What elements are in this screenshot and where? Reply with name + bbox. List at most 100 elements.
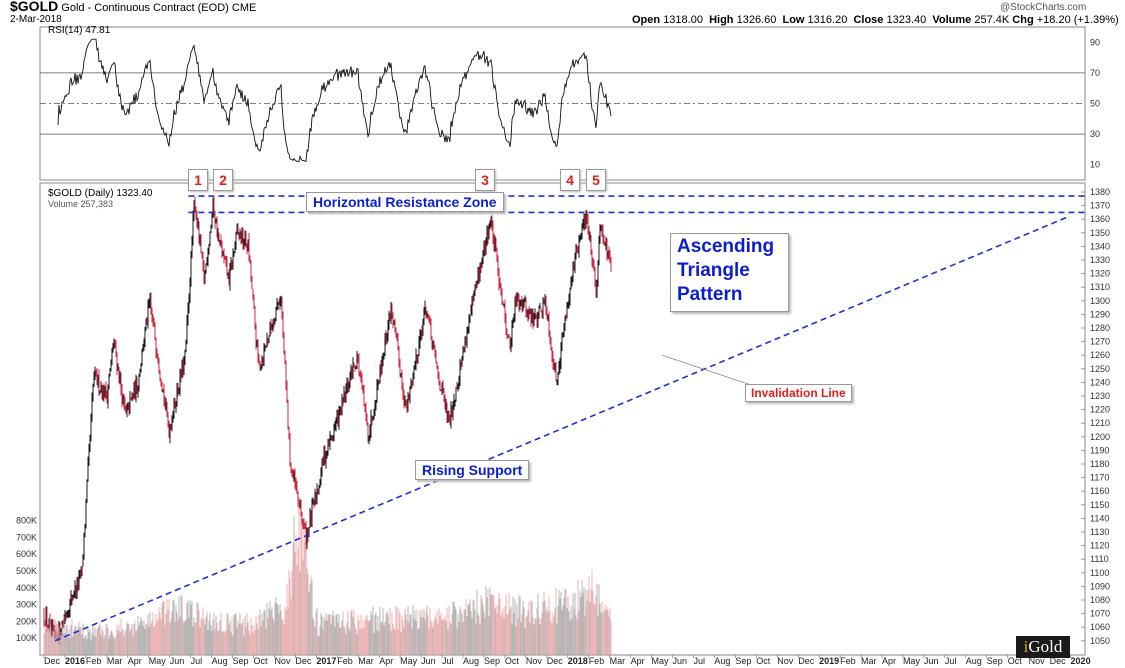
rsi-tick-label: 30	[1090, 129, 1100, 139]
rsi-tick-label: 70	[1090, 68, 1100, 78]
x-tick-label: Apr	[128, 656, 142, 666]
price-tick-label: 1350	[1090, 228, 1110, 238]
pivot-marker-3: 3	[475, 169, 495, 191]
pivot-marker-1: 1	[188, 169, 208, 191]
x-tick-label: Aug	[463, 656, 479, 666]
x-tick-label: Oct	[254, 656, 269, 666]
rsi-legend: RSI(14) 47.81	[48, 25, 111, 36]
price-tick-label: 1250	[1090, 364, 1110, 374]
price-tick-label: 1200	[1090, 432, 1110, 442]
chart-date: 2-Mar-2018	[10, 14, 62, 25]
x-tick-label: Sep	[484, 656, 500, 666]
price-tick-label: 1290	[1090, 309, 1110, 319]
invalidation-leader	[662, 354, 761, 389]
close-value: 1323.40	[886, 14, 927, 26]
x-tick-label: Sep	[735, 656, 751, 666]
x-tick-label: May	[400, 656, 418, 666]
low-label: Low	[782, 14, 805, 26]
x-tick-label: Oct	[756, 656, 771, 666]
x-tick-label: Aug	[966, 656, 982, 666]
price-tick-label: 1190	[1090, 445, 1109, 455]
triangle-label-line-1: Ascending	[677, 236, 775, 257]
igold-logo: iGold	[1016, 636, 1070, 658]
volume-tick-label: 100K	[16, 633, 37, 643]
x-tick-label: Sep	[987, 656, 1003, 666]
price-tick-label: 1220	[1090, 405, 1110, 415]
price-tick-label: 1070	[1090, 609, 1110, 619]
price-tick-label: 1050	[1090, 636, 1110, 646]
x-tick-label: Jul	[191, 656, 203, 666]
price-tick-label: 1090	[1090, 581, 1110, 591]
x-tick-label: Nov	[1029, 656, 1046, 666]
high-value: 1326.60	[736, 14, 777, 26]
price-legend: $GOLD (Daily) 1323.40	[48, 188, 153, 199]
volume-tick-label: 300K	[16, 600, 37, 610]
x-tick-label: Feb	[840, 656, 856, 666]
price-tick-label: 1230	[1090, 391, 1110, 401]
x-tick-label: Feb	[589, 656, 605, 666]
x-tick-label: May	[903, 656, 921, 666]
price-tick-label: 1240	[1090, 377, 1110, 387]
symbol-description: Gold - Continuous Contract (EOD)	[61, 2, 229, 14]
close-label: Close	[853, 14, 884, 26]
high-label: High	[709, 14, 734, 26]
x-tick-label: Feb	[337, 656, 353, 666]
stockcharts-watermark: @StockCharts.com	[1000, 2, 1087, 13]
pivot-marker-2: 2	[213, 169, 233, 191]
x-tick-label: Dec	[798, 656, 815, 666]
x-tick-label: Mar	[861, 656, 877, 666]
logo-prefix: i	[1023, 637, 1029, 656]
x-tick-label: Jul	[693, 656, 705, 666]
x-tick-label: 2016	[65, 656, 85, 666]
x-tick-label: May	[149, 656, 167, 666]
price-tick-label: 1170	[1090, 473, 1109, 483]
x-tick-label: Dec	[1050, 656, 1067, 666]
resistance-zone-label: Horizontal Resistance Zone	[306, 192, 504, 212]
x-tick-label: Aug	[212, 656, 228, 666]
rising-support-line	[54, 216, 1068, 642]
chg-value: +18.20 (+1.39%)	[1036, 14, 1119, 26]
rsi-tick-label: 10	[1090, 160, 1100, 170]
pivot-marker-4: 4	[560, 169, 580, 191]
x-tick-label: Oct	[1008, 656, 1023, 666]
open-label: Open	[632, 14, 661, 26]
x-tick-label: Oct	[505, 656, 520, 666]
price-tick-label: 1370	[1090, 201, 1110, 211]
volume-tick-label: 200K	[16, 616, 37, 626]
price-tick-label: 1060	[1090, 622, 1110, 632]
exchange: CME	[231, 2, 257, 14]
price-tick-label: 1120	[1090, 541, 1109, 551]
low-value: 1316.20	[807, 14, 848, 26]
x-tick-label: Dec	[44, 656, 61, 666]
volume-tick-label: 600K	[16, 549, 37, 559]
price-tick-label: 1160	[1090, 486, 1109, 496]
open-value: 1318.00	[663, 14, 703, 26]
x-tick-label: Mar	[358, 656, 374, 666]
price-tick-label: 1300	[1090, 296, 1110, 306]
price-tick-label: 1380	[1090, 187, 1110, 197]
price-tick-label: 1180	[1090, 459, 1109, 469]
price-tick-label: 1280	[1090, 323, 1110, 333]
rsi-tick-label: 50	[1090, 99, 1100, 109]
ohlc-summary: Open 1318.00 High 1326.60 Low 1316.20 Cl…	[632, 14, 1119, 26]
volume-label: Volume	[932, 14, 972, 26]
volume-value: 257.4K	[974, 14, 1010, 26]
volume-tick-label: 800K	[16, 516, 37, 526]
x-tick-label: Dec	[547, 656, 564, 666]
price-tick-label: 1110	[1090, 554, 1109, 564]
price-tick-label: 1340	[1090, 241, 1110, 251]
rsi-tick-label: 90	[1090, 37, 1100, 47]
logo-name: Gold	[1028, 637, 1063, 656]
triangle-label-line-3: Pattern	[677, 284, 743, 305]
x-tick-label: Apr	[882, 656, 896, 666]
chg-label: Chg	[1012, 14, 1034, 26]
invalidation-line-label: Invalidation Line	[745, 384, 852, 402]
ascending-triangle-label: Ascending Triangle Pattern	[670, 233, 789, 312]
pivot-marker-5: 5	[586, 169, 606, 191]
x-tick-label: 2018	[568, 656, 588, 666]
x-tick-label: 2017	[316, 656, 336, 666]
x-tick-label: Sep	[233, 656, 249, 666]
price-tick-label: 1130	[1090, 527, 1109, 537]
